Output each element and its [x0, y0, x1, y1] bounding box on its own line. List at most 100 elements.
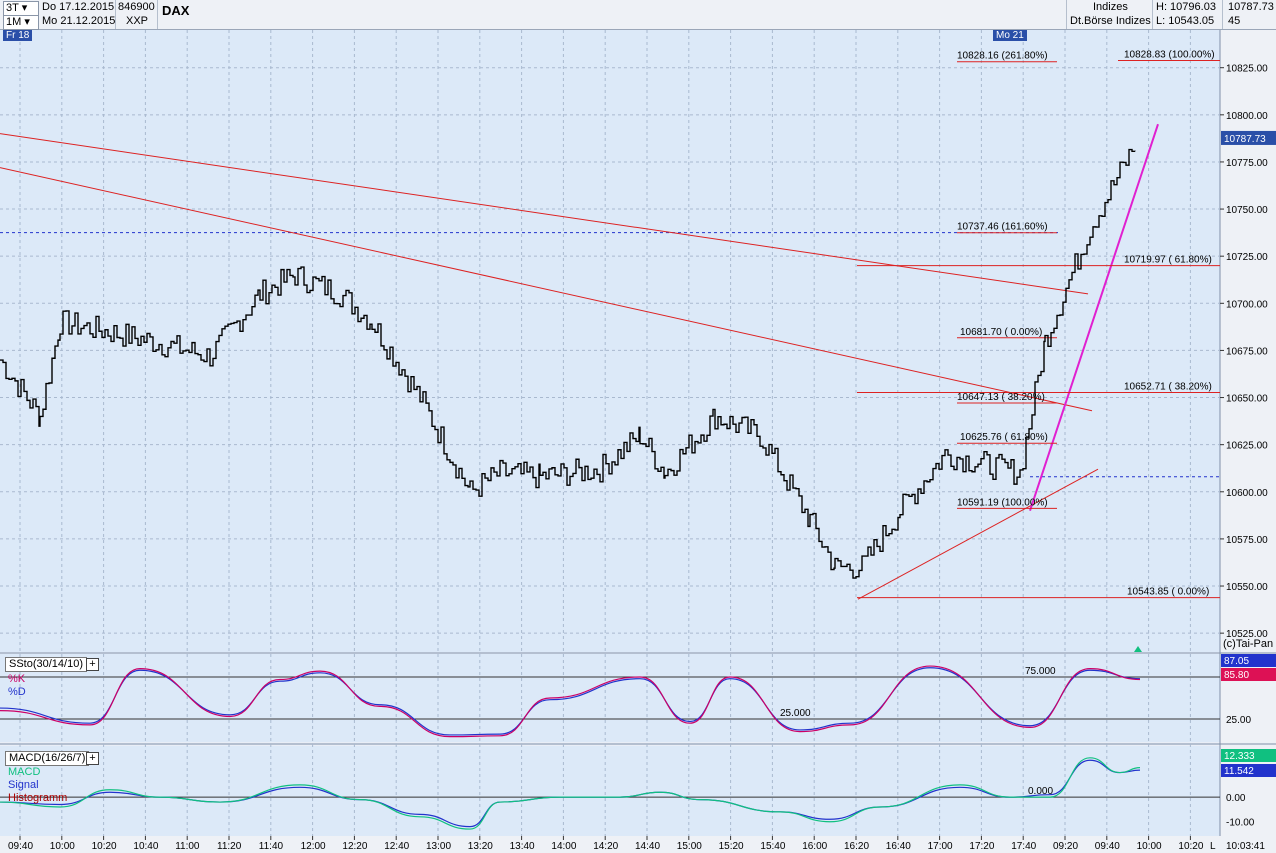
x-tick-label: 17:40 — [1011, 841, 1036, 852]
period-select-2[interactable]: 1M ▾ — [3, 15, 39, 30]
signal-badge-label: 11.542 — [1224, 766, 1254, 777]
x-tick-label: 16:00 — [802, 841, 827, 852]
y-tick-label: 10800.00 — [1226, 111, 1268, 122]
stoch-d-legend: %D — [8, 686, 26, 698]
price-series — [0, 148, 1136, 579]
fib-level-label: 10737.46 (161.60%) — [957, 222, 1048, 233]
y-tick-label: 10700.00 — [1226, 299, 1268, 310]
exchange-code: XXP — [126, 15, 149, 27]
trendline — [857, 468, 1099, 600]
macd-title[interactable]: MACD(16/26/7) — [5, 751, 90, 766]
fib-level-label: 10591.19 (100.00%) — [957, 497, 1048, 508]
x-tick-label: 15:00 — [677, 841, 702, 852]
x-tick-label: 15:40 — [760, 841, 785, 852]
stoch-expand-icon[interactable]: + — [86, 658, 99, 671]
x-tick-label: 14:20 — [593, 841, 618, 852]
header-divider — [115, 0, 116, 29]
macd-legend: MACD — [8, 766, 41, 778]
x-tick-label: 10:20 — [1178, 841, 1203, 852]
fibonacci-levels: 10828.16 (261.80%) 10828.83 (100.00%) 1073… — [857, 49, 1220, 599]
last-price-badge — [1221, 130, 1276, 145]
copyright: (c)Tai-Pan — [1223, 638, 1274, 650]
y-tick-label: 10650.00 — [1226, 394, 1268, 405]
fib-level-label: 10543.85 ( 0.00%) — [1127, 587, 1209, 598]
x-tick-label: 14:00 — [551, 841, 576, 852]
y-tick-label: 10575.00 — [1226, 535, 1268, 546]
stochastic-series: 75.000 25.000 — [0, 665, 1220, 738]
x-tick-label: 13:20 — [468, 841, 493, 852]
x-axis-end-label: L — [1210, 841, 1216, 852]
x-tick-label: 09:40 — [1095, 841, 1120, 852]
x-tick-label: 10:00 — [50, 841, 75, 852]
y-tick-label: 10775.00 — [1226, 158, 1268, 169]
y-tick-label: 10750.00 — [1226, 205, 1268, 216]
y-tick-label: 10550.00 — [1226, 582, 1268, 593]
x-tick-label: 13:00 — [426, 841, 451, 852]
stoch-d-line — [0, 667, 1141, 736]
instrument-title: DAX — [162, 3, 190, 18]
stoch-k-badge-label: 87.05 — [1224, 656, 1249, 667]
period-select-1[interactable]: 3T ▾ — [3, 1, 39, 16]
x-tick-label: 17:00 — [928, 841, 953, 852]
stoch-title[interactable]: SSto(30/14/10) — [5, 657, 87, 672]
x-tick-label: 12:40 — [384, 841, 409, 852]
fib-level-label: 10647.13 ( 38.20%) — [957, 392, 1045, 403]
trendline-magenta — [1029, 123, 1159, 511]
category: Indizes — [1093, 1, 1128, 13]
volume-value: 45 — [1228, 15, 1241, 27]
macd-y-label: -10.00 — [1226, 818, 1255, 829]
grid — [0, 30, 1220, 836]
macd-panel-bg — [0, 746, 1220, 836]
y-axis-bg — [1220, 30, 1276, 836]
date-from: Do 17.12.2015 — [42, 1, 115, 13]
macd-badge — [1221, 749, 1276, 762]
stoch-k-line — [0, 665, 1141, 738]
x-tick-label: 12:00 — [301, 841, 326, 852]
stoch-d-badge — [1221, 668, 1276, 681]
wkn: 846900 — [118, 1, 155, 13]
x-tick-label: 15:20 — [719, 841, 744, 852]
y-axis-labels: 10825.00 10800.00 10775.00 10750.00 10725.00… — [1134, 64, 1276, 829]
price-panel-bg — [0, 30, 1220, 652]
trendline — [0, 167, 1093, 412]
signal-legend: Signal — [8, 779, 39, 791]
macd-y-label: 0.00 — [1226, 793, 1246, 804]
x-tick-label: 14:40 — [635, 841, 660, 852]
stoch-y-label: 25.00 — [1226, 715, 1251, 726]
y-tick-label: 10825.00 — [1226, 64, 1268, 75]
macd-line — [0, 757, 1141, 830]
fib-level-label: 10828.16 (261.80%) — [957, 51, 1048, 62]
exchange-name: Dt.Börse Indizes — [1070, 15, 1151, 27]
macd-expand-icon[interactable]: + — [86, 752, 99, 765]
stoch-k-legend: %K — [8, 673, 26, 685]
last-value: 10787.73 — [1228, 1, 1274, 13]
header-divider — [157, 0, 158, 29]
x-tick-label: 10:40 — [133, 841, 158, 852]
trendline — [0, 133, 1089, 295]
period-1-label: 3T — [6, 2, 19, 14]
stoch-level-25-label: 25.000 — [780, 708, 811, 719]
header-divider — [1222, 0, 1223, 29]
x-tick-label: 09:40 — [8, 841, 33, 852]
x-tick-label: 10:20 — [92, 841, 117, 852]
clock-label: 10:03:41 — [1226, 841, 1265, 852]
histogram-legend: Histogramm — [8, 792, 68, 804]
macd-series: 0.000 — [0, 757, 1220, 830]
y-tick-label: 10725.00 — [1226, 252, 1268, 263]
signal-badge — [1221, 764, 1276, 777]
day-marker-fr18: Fr 18 — [3, 30, 33, 41]
fib-level-label: 10625.76 ( 61.80%) — [960, 432, 1048, 443]
x-tick-label: 13:40 — [510, 841, 535, 852]
date-to: Mo 21.12.2015 — [42, 15, 116, 27]
last-price-badge-label: 10787.73 — [1224, 134, 1266, 145]
stoch-k-badge — [1221, 654, 1276, 667]
x-axis-bg — [0, 836, 1276, 853]
stoch-level-75-label: 75.000 — [1025, 666, 1056, 677]
price-line — [0, 148, 1136, 579]
low-value: L: 10543.05 — [1156, 15, 1215, 27]
trendlines — [0, 123, 1159, 600]
day-marker-mo21: Mo 21 — [993, 30, 1027, 41]
x-tick-label: 11:00 — [175, 841, 200, 852]
x-tick-label: 09:20 — [1053, 841, 1078, 852]
